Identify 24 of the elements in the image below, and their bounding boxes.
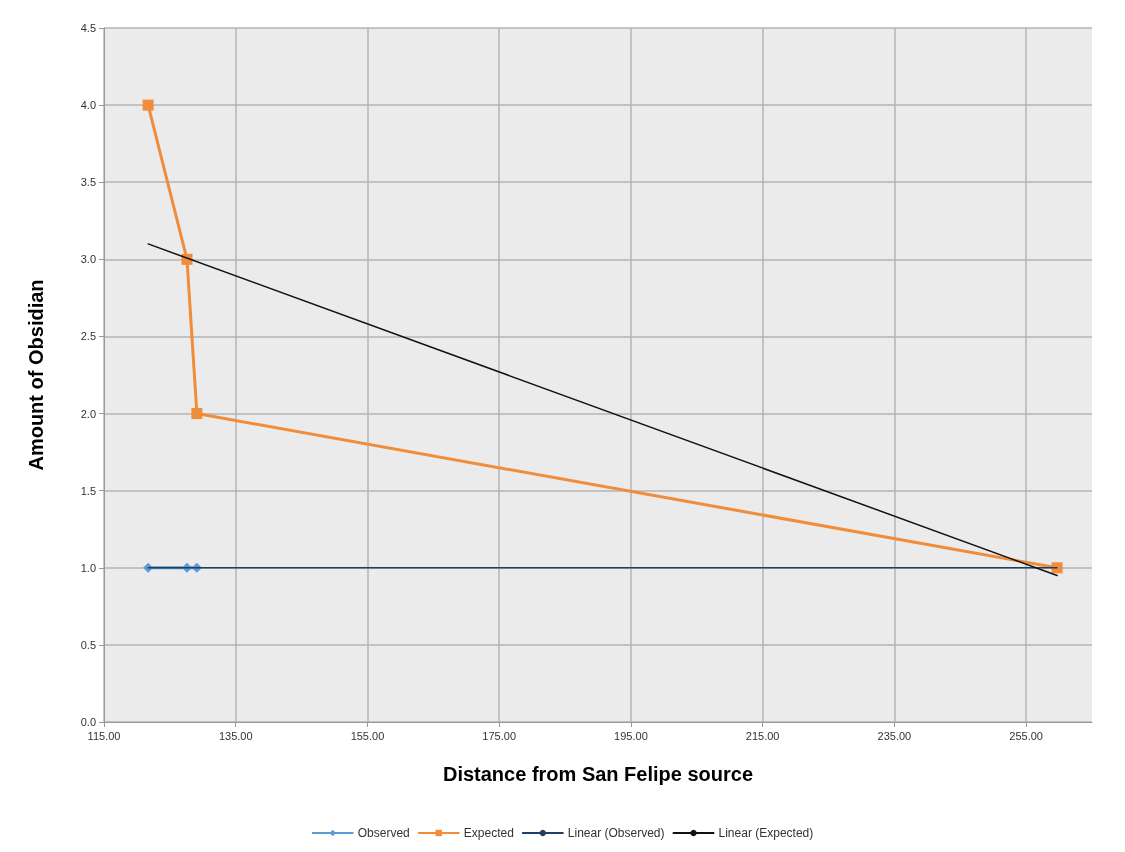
legend-label: Expected (463, 826, 514, 840)
y-tick-label: 3.5 (80, 176, 96, 189)
x-tick-label: 215.00 (745, 729, 780, 742)
y-tick-label: 4.0 (80, 99, 96, 112)
y-tick-label: 4.5 (80, 22, 96, 34)
y-tick-label: 0.5 (80, 638, 96, 651)
x-axis-title: Distance from San Felipe source (442, 763, 754, 785)
legend-label: Observed (357, 826, 410, 840)
x-tick-label: 255.00 (1009, 729, 1043, 742)
y-tick-label: 1.5 (80, 484, 96, 497)
x-tick-label: 155.00 (350, 729, 385, 742)
x-tick-label: 175.00 (482, 729, 517, 742)
legend-label: Linear (Observed) (567, 826, 665, 840)
y-tick-label: 2.5 (80, 330, 96, 343)
y-axis-title: Amount of Obsidian (25, 279, 47, 471)
x-tick-label: 235.00 (877, 729, 912, 742)
x-tick-label: 115.00 (87, 729, 121, 742)
x-tick-label: 195.00 (614, 729, 648, 742)
y-tick-label: 2.0 (80, 407, 96, 420)
y-tick-label: 3.0 (80, 253, 96, 266)
y-tick-label: 1.0 (80, 561, 96, 574)
y-tick-label: 0.0 (80, 716, 96, 728)
x-tick-label: 135.00 (218, 729, 253, 742)
legend-label: Linear (Expected) (718, 826, 814, 840)
